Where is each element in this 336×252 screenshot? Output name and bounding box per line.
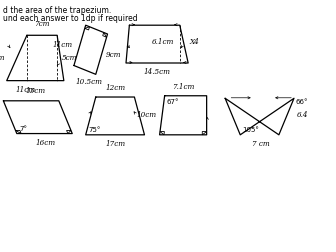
- Text: 12cm: 12cm: [106, 84, 126, 92]
- Text: 67°: 67°: [166, 99, 179, 105]
- Text: 7°: 7°: [19, 126, 28, 132]
- Text: 6.1cm: 6.1cm: [152, 38, 174, 46]
- Text: 5cm: 5cm: [62, 54, 78, 62]
- Text: 10cm: 10cm: [136, 111, 156, 119]
- Text: d the area of the trapezium.: d the area of the trapezium.: [3, 6, 112, 15]
- Text: 75°: 75°: [88, 127, 100, 133]
- Text: 9cm: 9cm: [106, 51, 121, 59]
- Text: 7.1cm: 7.1cm: [172, 83, 194, 91]
- Text: 66°: 66°: [295, 99, 307, 105]
- Text: 16cm: 16cm: [35, 139, 55, 147]
- Text: 6.4: 6.4: [297, 111, 308, 119]
- Text: 105°: 105°: [243, 127, 259, 133]
- Text: 5cm: 5cm: [0, 54, 5, 62]
- Text: X4: X4: [190, 38, 200, 46]
- Text: 7 cm: 7 cm: [252, 140, 269, 148]
- Text: 11cm: 11cm: [52, 41, 72, 49]
- Text: 10.5cm: 10.5cm: [76, 78, 102, 86]
- Text: und each answer to 1dp if required: und each answer to 1dp if required: [3, 14, 138, 23]
- Text: 7cm: 7cm: [34, 20, 50, 28]
- Text: 17cm: 17cm: [106, 140, 126, 148]
- Text: 11cm: 11cm: [15, 86, 35, 94]
- Text: 13cm: 13cm: [25, 87, 45, 95]
- Text: 14.5cm: 14.5cm: [144, 68, 171, 76]
